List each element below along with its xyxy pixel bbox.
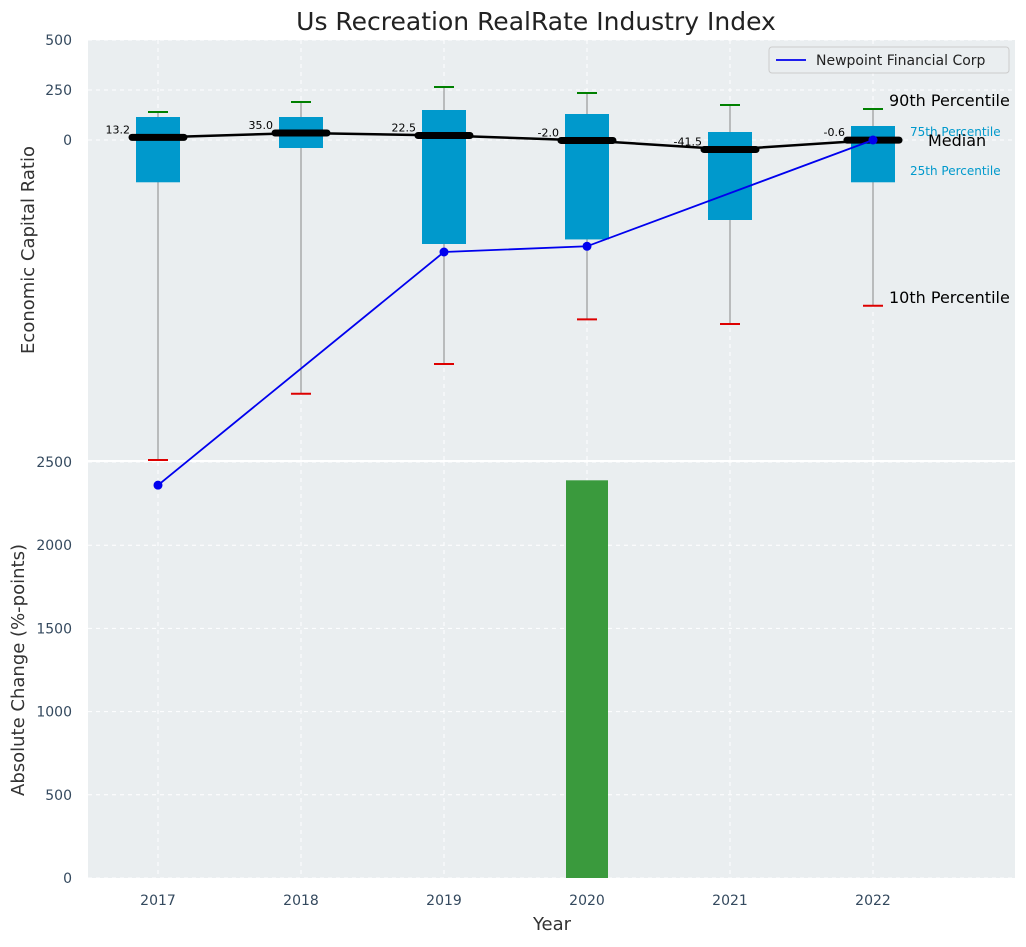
bottom-y-tick-label: 0 (63, 871, 72, 887)
iqr-box (422, 110, 466, 244)
series-point-newpoint (153, 480, 163, 490)
median-line (157, 131, 874, 151)
top-y-axis-label: Economic Capital Ratio (18, 146, 39, 354)
legend-box (768, 46, 1010, 74)
bottom-y-axis-label: Absolute Change (%-points) (8, 544, 29, 796)
top-y-tick-label: 0 (63, 133, 72, 149)
x-tick-label: 2019 (426, 893, 462, 909)
bottom-y-tick-label: 2000 (36, 538, 72, 554)
series-point-newpoint (582, 241, 592, 251)
series-line-newpoint (157, 139, 874, 486)
annotation-median: Median (928, 131, 986, 150)
median-value-label: 22.5 (392, 122, 417, 135)
x-tick-label: 2022 (855, 893, 891, 909)
series-point-newpoint (439, 247, 449, 257)
bottom-plot-area (88, 462, 1015, 878)
legend-label-newpoint: Newpoint Financial Corp (816, 53, 986, 69)
median-value-label: -41.5 (674, 135, 702, 148)
x-tick-label: 2017 (140, 893, 176, 909)
top-y-tick-label: 250 (45, 83, 72, 99)
median-value-label: 35.0 (249, 119, 274, 132)
top-y-tick-label: 500 (45, 33, 72, 49)
change-bar (566, 480, 608, 878)
iqr-box (565, 114, 609, 240)
x-tick-label: 2018 (283, 893, 319, 909)
median-value-label: 13.2 (106, 123, 131, 136)
iqr-box (136, 117, 180, 183)
x-tick-label: 2021 (712, 893, 748, 909)
annotation-p75: 75th Percentile (910, 125, 1001, 139)
median-value-label: -2.0 (538, 126, 559, 139)
median-value-label: -0.6 (824, 126, 845, 139)
bottom-y-tick-label: 500 (45, 788, 72, 804)
annotation-p10: 10th Percentile (889, 288, 1010, 307)
iqr-box (851, 126, 895, 183)
bottom-y-tick-label: 1500 (36, 621, 72, 637)
annotation-p90: 90th Percentile (889, 91, 1010, 110)
series-point-newpoint (868, 135, 878, 145)
annotation-p25: 25th Percentile (910, 164, 1001, 178)
x-tick-label: 2020 (569, 893, 605, 909)
bottom-y-tick-label: 1000 (36, 705, 72, 721)
chart-title: Us Recreation RealRate Industry Index (296, 7, 776, 36)
iqr-box (708, 132, 752, 220)
bottom-y-tick-label: 2500 (36, 455, 72, 471)
top-plot-area (88, 40, 1015, 460)
x-axis-label: Year (532, 914, 572, 935)
